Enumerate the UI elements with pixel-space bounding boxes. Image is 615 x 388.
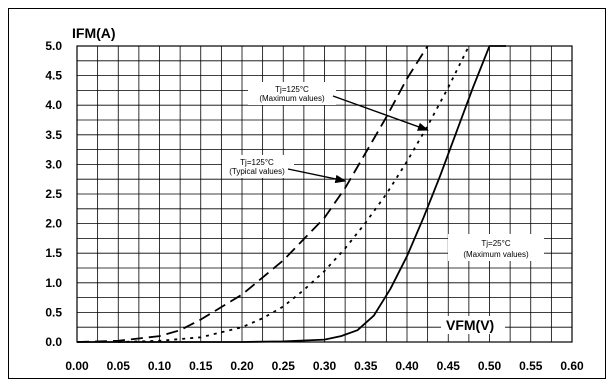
y-tick-label: 3.5: [45, 128, 62, 142]
annotation-line-1: Tj=125°C: [275, 85, 309, 94]
x-title-backing: [441, 316, 505, 334]
series-line-1: [76, 45, 429, 343]
x-tick-label: 0.60: [560, 359, 584, 373]
x-tick-label: 0.00: [65, 359, 89, 373]
y-tick-label: 2.0: [45, 217, 62, 231]
series-lines: [76, 45, 506, 343]
tick-labels: 0.00 0.05 0.10 0.15 0.20 0.25 0.30 0.35 0.40 0.45…: [45, 39, 584, 373]
y-tick-label: 1.0: [45, 276, 62, 290]
y-tick-label: 3.0: [45, 157, 62, 171]
series-line-2: [118, 45, 470, 343]
x-tick-label: 0.05: [107, 359, 131, 373]
x-tick-label: 0.15: [189, 359, 213, 373]
x-tick-label: 0.30: [313, 359, 337, 373]
y-tick-label: 1.5: [45, 246, 62, 260]
plot-border: [76, 45, 573, 343]
annotation-box: [222, 155, 294, 178]
y-tick-label: 0.0: [45, 335, 62, 349]
y-tick-label: 5.0: [45, 39, 62, 53]
annotation-line-1: Tj=25°C: [481, 239, 510, 248]
annotation-arrow: [287, 168, 347, 184]
x-tick-label: 0.55: [519, 359, 543, 373]
annotation-line-2: (Typical values): [229, 167, 285, 176]
y-title-backing: [70, 26, 126, 42]
x-tick-label: 0.25: [272, 359, 296, 373]
annotations: Tj=125°C(Maximum values)Tj=125°C(Typical…: [222, 82, 544, 261]
annotation-line-2: (Maximum values): [259, 94, 325, 103]
annotation-box: [448, 234, 544, 261]
annotation-line-2: (Maximum values): [463, 250, 529, 259]
x-tick-label: 0.20: [230, 359, 254, 373]
y-tick-label: 0.5: [45, 305, 62, 319]
x-axis-title: VFM(V): [446, 317, 494, 333]
y-tick-label: 4.5: [45, 69, 62, 83]
series-line-3: [77, 45, 506, 343]
x-tick-label: 0.50: [478, 359, 502, 373]
y-tick-label: 4.0: [45, 98, 62, 112]
x-tick-label: 0.40: [395, 359, 419, 373]
x-tick-label: 0.35: [354, 359, 378, 373]
annotation-line-1: Tj=125°C: [240, 158, 274, 167]
outer-frame: [8, 8, 606, 379]
x-tick-label: 0.45: [437, 359, 461, 373]
x-tick-label: 0.10: [148, 359, 172, 373]
annotation-box: [248, 82, 336, 105]
annotation-arrow: [332, 95, 429, 131]
y-tick-label: 2.5: [45, 187, 62, 201]
y-axis-title: IFM(A): [72, 25, 116, 41]
